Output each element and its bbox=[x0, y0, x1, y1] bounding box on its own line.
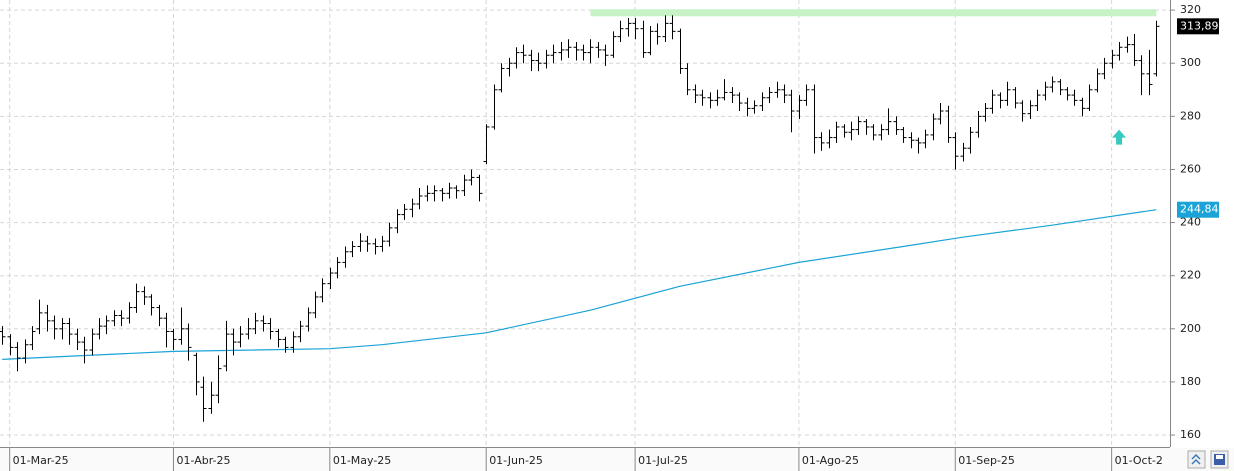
save-button[interactable] bbox=[1210, 450, 1229, 469]
y-tick-label: 160 bbox=[1180, 428, 1201, 441]
x-tick-label: 01-Mar-25 bbox=[13, 454, 69, 467]
save-icon-label bbox=[1216, 455, 1223, 459]
axis-strip bbox=[0, 448, 1234, 471]
x-tick-label: 01-Ago-25 bbox=[802, 454, 859, 467]
chevron-icon bbox=[1191, 453, 1201, 465]
x-tick-label: 01-Jun-25 bbox=[489, 454, 543, 467]
save-icon bbox=[1214, 454, 1225, 465]
price-tag bbox=[1177, 201, 1219, 218]
y-tick-label: 200 bbox=[1180, 322, 1201, 335]
y-tick-label: 180 bbox=[1180, 375, 1201, 388]
price-tag-label: 313,89 bbox=[1180, 19, 1219, 32]
y-tick-label: 260 bbox=[1180, 162, 1201, 175]
y-tick-label: 280 bbox=[1180, 109, 1201, 122]
scroll-button[interactable] bbox=[1187, 450, 1206, 469]
x-tick-label: 01-Oct-2 bbox=[1115, 454, 1163, 467]
y-tick-label: 320 bbox=[1180, 3, 1201, 16]
x-tick-label: 01-May-25 bbox=[333, 454, 391, 467]
y-tick-label: 300 bbox=[1180, 56, 1201, 69]
x-tick-label: 01-Jul-25 bbox=[638, 454, 688, 467]
x-tick-label: 01-Abr-25 bbox=[176, 454, 230, 467]
price-tag-label: 244,84 bbox=[1180, 203, 1219, 216]
x-tick-label: 01-Sep-25 bbox=[958, 454, 1015, 467]
moving-average bbox=[2, 209, 1157, 360]
price-tag bbox=[1177, 18, 1219, 35]
y-tick-label: 220 bbox=[1180, 269, 1201, 282]
up-arrow bbox=[1112, 129, 1127, 145]
y-tick-label: 240 bbox=[1180, 216, 1201, 229]
